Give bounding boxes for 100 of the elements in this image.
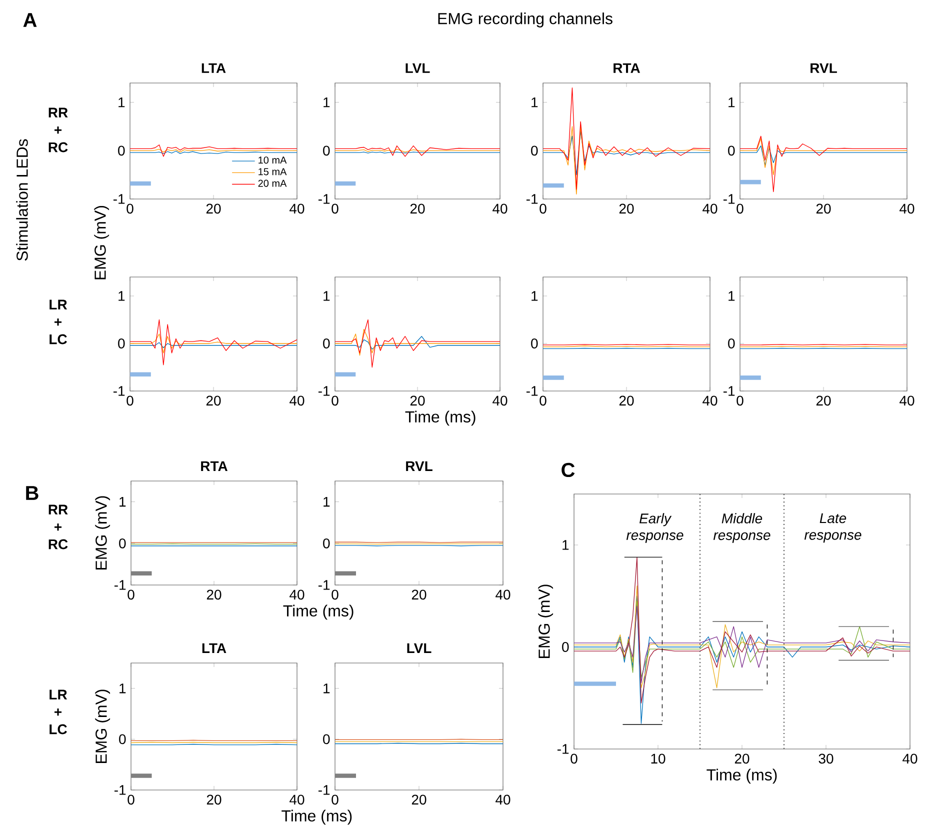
x-tick-label: 0 — [540, 396, 546, 406]
legend-label: 10 mA — [258, 156, 287, 164]
x-axis-title: Time (ms) — [405, 410, 476, 426]
x-tick-label: 40 — [290, 204, 304, 214]
x-tick-label: 40 — [492, 204, 508, 214]
y-tick-label: -1 — [114, 580, 126, 590]
y-tick-label: -1 — [318, 386, 330, 396]
x-axis-title: Time (ms) — [282, 810, 352, 825]
y-tick-label: 0 — [323, 146, 330, 156]
x-tick-label: 40 — [702, 396, 718, 406]
y-tick-label: 1 — [118, 98, 125, 108]
x-tick-label: 20 — [206, 794, 222, 805]
annotation: Early response — [626, 513, 684, 543]
y-tick-label: 1 — [118, 291, 125, 301]
text: A — [23, 13, 37, 27]
x-tick-label: 20 — [410, 396, 425, 406]
text: C — [562, 462, 575, 478]
y-tick-label: 0 — [323, 338, 330, 348]
y-tick-label: 1 — [532, 291, 538, 301]
y-tick-label: 1 — [324, 684, 330, 694]
y-tick-label: 1 — [120, 496, 126, 507]
text: LR + LC — [50, 300, 68, 344]
chart-title: RVL — [810, 63, 837, 73]
chart-title: RTA — [201, 461, 228, 471]
x-tick-label: 0 — [570, 754, 578, 764]
y-tick-label: -1 — [557, 744, 569, 754]
y-tick-label: -1 — [318, 194, 330, 204]
text: RR + RC — [48, 108, 68, 152]
chart-title: LTA — [202, 63, 226, 73]
chart-title: RVL — [406, 461, 432, 471]
y-tick-label: 0 — [562, 642, 569, 652]
x-tick-label: 40 — [290, 590, 304, 600]
y-tick-label: 1 — [562, 540, 569, 550]
y-tick-label: -1 — [318, 785, 330, 795]
y-tick-label: 0 — [531, 338, 538, 348]
x-tick-label: 0 — [126, 204, 134, 214]
y-tick-label: 0 — [323, 734, 330, 744]
y-tick-label: -1 — [113, 194, 125, 204]
line-series — [542, 87, 710, 190]
x-axis-title: Time (ms) — [283, 604, 354, 620]
x-tick-label: 30 — [818, 754, 834, 764]
text: LR + LC — [50, 690, 68, 734]
chart-title: LVL — [407, 643, 432, 653]
x-tick-label: 0 — [540, 204, 546, 214]
x-tick-label: 10 — [651, 754, 666, 764]
x-tick-label: 0 — [128, 794, 134, 805]
x-tick-label: 20 — [816, 204, 831, 214]
y-tick-label: 0 — [118, 146, 125, 156]
y-tick-label: -1 — [318, 580, 330, 590]
annotation: Late response — [804, 513, 862, 543]
text: Stimulation LEDs — [16, 139, 28, 261]
x-tick-label: 20 — [410, 204, 425, 214]
x-tick-label: 40 — [900, 396, 914, 406]
x-tick-label: 20 — [412, 794, 426, 805]
y-axis-title: EMG (mV) — [95, 690, 110, 763]
x-tick-label: 0 — [736, 204, 744, 214]
y-tick-label: -1 — [723, 194, 735, 204]
y-tick-label: 0 — [728, 338, 735, 348]
text: RR + RC — [48, 504, 68, 550]
x-tick-label: 40 — [496, 590, 510, 600]
y-tick-label: -1 — [526, 194, 538, 204]
x-tick-label: 0 — [332, 590, 338, 600]
text: B — [26, 486, 38, 500]
x-tick-label: 0 — [332, 794, 338, 805]
x-tick-label: 20 — [206, 396, 221, 406]
y-tick-label: 1 — [324, 496, 330, 507]
x-tick-label: 40 — [492, 396, 508, 406]
y-tick-label: 0 — [118, 338, 125, 348]
x-tick-label: 0 — [126, 396, 134, 406]
y-tick-label: 0 — [728, 146, 735, 156]
x-tick-label: 40 — [702, 204, 718, 214]
x-tick-label: 40 — [902, 754, 918, 764]
annotation: Middle response — [713, 513, 770, 543]
x-tick-label: 0 — [736, 396, 744, 406]
x-tick-label: 40 — [290, 794, 304, 805]
x-tick-label: 20 — [619, 396, 634, 406]
x-tick-label: 20 — [206, 590, 222, 600]
y-tick-label: 1 — [324, 291, 330, 301]
y-tick-label: -1 — [114, 785, 126, 795]
y-tick-label: 1 — [728, 291, 735, 301]
x-axis-title: Time (ms) — [706, 768, 777, 784]
y-tick-label: -1 — [526, 386, 538, 396]
x-tick-label: 40 — [290, 396, 304, 406]
x-tick-label: 20 — [619, 204, 634, 214]
chart-title: LVL — [406, 63, 430, 73]
y-tick-label: -1 — [113, 386, 125, 396]
y-tick-label: 1 — [532, 98, 538, 108]
x-tick-label: 0 — [332, 396, 338, 406]
x-tick-label: 20 — [734, 754, 750, 764]
x-tick-label: 0 — [128, 590, 134, 600]
x-tick-label: 0 — [332, 204, 338, 214]
legend-label: 15 mA — [258, 168, 287, 176]
x-tick-label: 40 — [900, 204, 914, 214]
y-tick-label: 0 — [531, 146, 538, 156]
x-tick-label: 20 — [412, 590, 426, 600]
y-tick-label: 1 — [120, 684, 126, 694]
text: EMG recording channels — [438, 12, 612, 28]
chart-title: LTA — [202, 643, 226, 653]
y-tick-label: -1 — [723, 386, 735, 396]
y-axis-title: EMG (mV) — [95, 496, 110, 570]
